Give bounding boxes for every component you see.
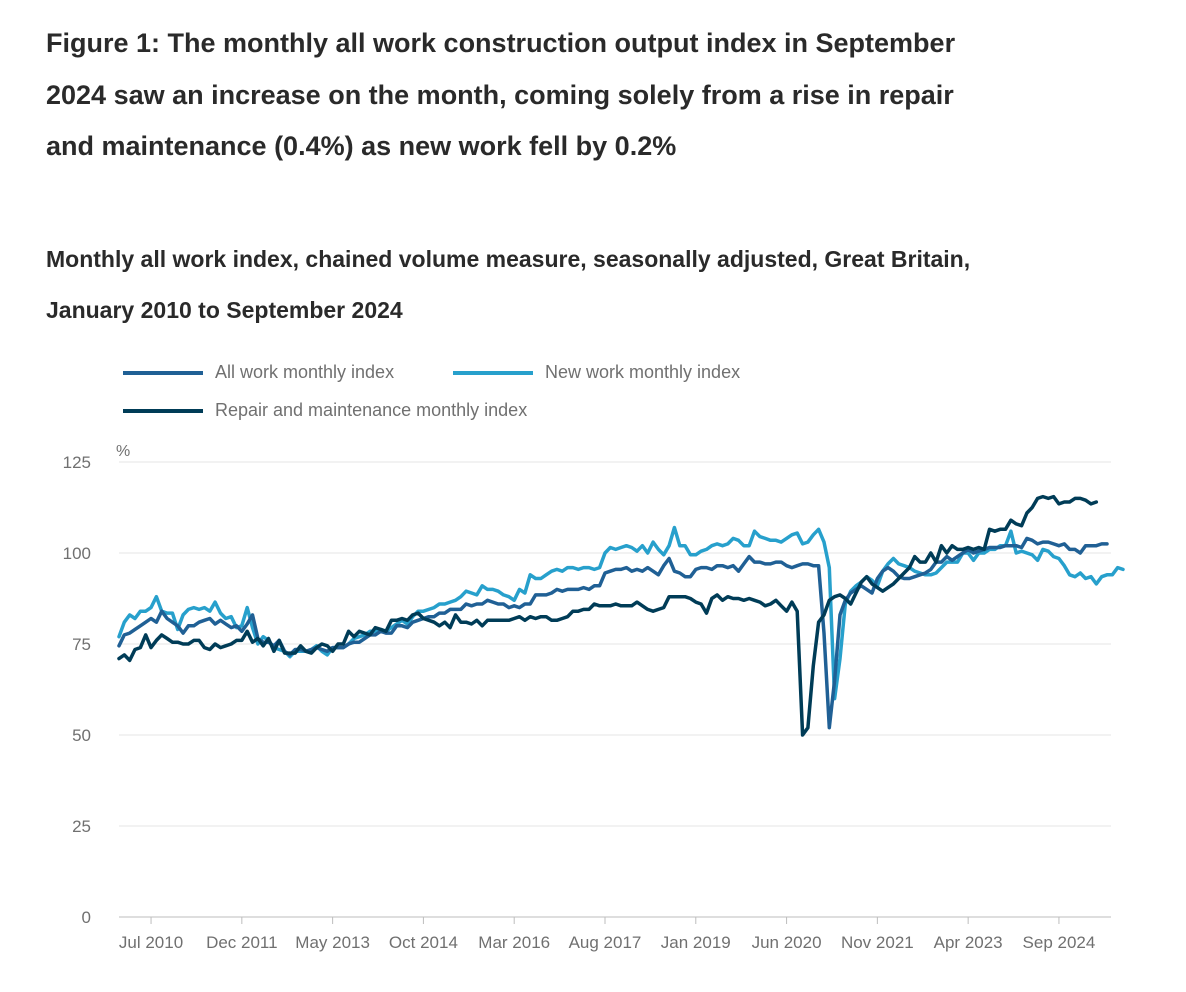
legend-item-repair-maintenance: Repair and maintenance monthly index — [123, 400, 527, 421]
y-tick-label: 0 — [82, 908, 91, 927]
series-line-repair-and-maintenance-monthly-index — [117, 494, 1099, 737]
legend-label-all-work: All work monthly index — [215, 362, 395, 382]
y-tick-label: 100 — [63, 544, 91, 563]
x-tick-label: Sep 2024 — [1023, 933, 1096, 952]
chart-title: Figure 1: The monthly all work construct… — [46, 28, 956, 161]
chart-legend: All work monthly index New work monthly … — [123, 358, 1023, 438]
x-tick-label: Oct 2014 — [389, 933, 458, 952]
x-tick-label: Apr 2023 — [934, 933, 1003, 952]
x-tick-label: Jun 2020 — [752, 933, 822, 952]
legend-item-new-work: New work monthly index — [453, 362, 740, 383]
y-axis-label: % — [116, 443, 130, 460]
chart-subtitle: Monthly all work index, chained volume m… — [46, 246, 971, 323]
legend-swatch-all-work — [123, 370, 203, 375]
gridlines — [119, 461, 1111, 918]
x-tick-label: Dec 2011 — [206, 933, 278, 952]
legend-label-new-work: New work monthly index — [545, 362, 741, 382]
legend-label-repair-maintenance: Repair and maintenance monthly index — [215, 400, 528, 420]
series-lines — [117, 494, 1125, 737]
legend-item-all-work: All work monthly index — [123, 362, 394, 383]
x-tick-label: Nov 2021 — [841, 933, 914, 952]
x-tick-label: May 2013 — [295, 933, 370, 952]
x-tick-label: Jul 2010 — [119, 933, 183, 952]
y-tick-label: 50 — [72, 726, 91, 745]
x-tick-label: Aug 2017 — [569, 933, 642, 952]
y-axis-ticks: 0 25 50 75 100 125 — [63, 453, 91, 927]
x-tick-label: Jan 2019 — [661, 933, 731, 952]
y-tick-label: 25 — [72, 817, 91, 836]
y-tick-label: 75 — [72, 635, 91, 654]
legend-swatch-repair-maintenance — [123, 408, 203, 413]
legend-swatch-new-work — [453, 370, 533, 375]
series-line-all-work-monthly-index — [117, 536, 1109, 730]
x-axis-ticks: Jul 2010 Dec 2011 May 2013 Oct 2014 Mar 2016… — [119, 917, 1095, 952]
y-tick-label: 125 — [63, 453, 91, 472]
x-tick-label: Mar 2016 — [478, 933, 550, 952]
